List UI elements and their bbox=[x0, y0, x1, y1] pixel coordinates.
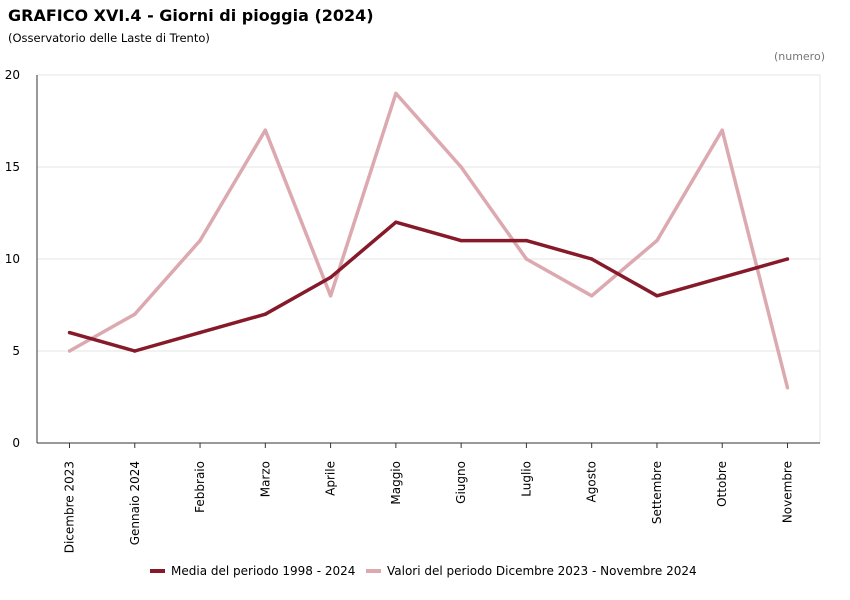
series-2-point bbox=[263, 128, 268, 132]
x-tick-label: Gennaio 2024 bbox=[128, 461, 142, 545]
series-1-point bbox=[67, 330, 72, 335]
x-tick-label: Aprile bbox=[324, 461, 338, 496]
x-tick-label: Settembre bbox=[650, 461, 664, 524]
x-tick-label: Marzo bbox=[258, 461, 272, 497]
series-2-point bbox=[198, 238, 202, 243]
x-tick-label: Ottobre bbox=[715, 461, 729, 507]
series-1-point bbox=[459, 238, 463, 243]
unit-label: (numero) bbox=[773, 50, 825, 63]
series-1-point bbox=[394, 220, 398, 224]
series-1-point bbox=[328, 275, 333, 280]
y-tick-label: 0 bbox=[12, 436, 20, 450]
y-tick-label: 15 bbox=[5, 160, 20, 174]
series-2-point bbox=[524, 257, 529, 261]
x-tick-label: Luglio bbox=[519, 461, 533, 497]
x-tick-label: Giugno bbox=[454, 461, 468, 504]
series-1-point bbox=[589, 257, 594, 261]
series-1-point bbox=[720, 275, 724, 280]
series-1-point bbox=[263, 312, 268, 316]
series-2-point bbox=[328, 294, 333, 298]
series-2-point bbox=[589, 294, 594, 298]
series-2-point bbox=[720, 128, 724, 132]
series-1-point bbox=[655, 294, 659, 298]
legend-label-1: Media del periodo 1998 - 2024 bbox=[171, 564, 355, 578]
y-tick-label: 10 bbox=[5, 252, 20, 266]
series-1-point bbox=[133, 349, 137, 353]
y-tick-label: 20 bbox=[5, 68, 20, 82]
series-2-point bbox=[394, 91, 398, 96]
series-2-point bbox=[133, 312, 137, 316]
series-1-point bbox=[198, 330, 202, 335]
x-tick-label: Novembre bbox=[781, 461, 795, 523]
series-line-2 bbox=[68, 91, 790, 389]
legend-label-2: Valori del periodo Dicembre 2023 - Novem… bbox=[387, 564, 697, 578]
series-2-point bbox=[785, 386, 790, 390]
y-tick-label: 5 bbox=[12, 344, 20, 358]
series-1-point bbox=[524, 238, 529, 243]
series-2-point bbox=[67, 349, 72, 353]
series-2-point bbox=[655, 238, 659, 243]
series-2-point bbox=[459, 165, 463, 169]
x-tick-label: Dicembre 2023 bbox=[63, 461, 77, 553]
chart-title: GRAFICO XVI.4 - Giorni di pioggia (2024) bbox=[8, 6, 374, 25]
x-tick-label: Maggio bbox=[389, 461, 403, 505]
x-tick-label: Agosto bbox=[585, 461, 599, 502]
series-1-point bbox=[785, 257, 790, 261]
x-tick-label: Febbraio bbox=[193, 461, 207, 513]
chart-subtitle: (Osservatorio delle Laste di Trento) bbox=[8, 31, 210, 45]
series-line-1 bbox=[69, 220, 788, 353]
